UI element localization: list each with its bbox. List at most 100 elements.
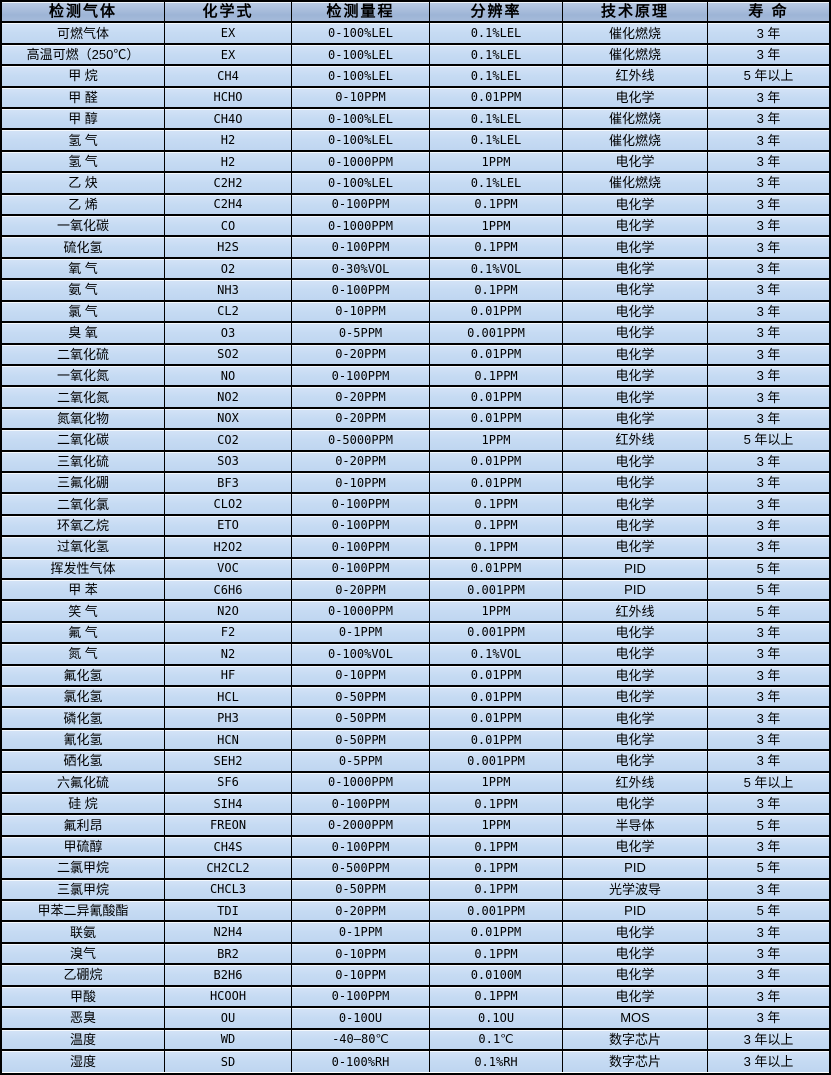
table-row: 三氟化硼 BF3 0-10PPM 0.01PPM 电化学 3 年 — [2, 472, 829, 495]
table-row: 温度 WD -40—80℃ 0.1℃ 数字芯片 3 年以上 — [2, 1029, 829, 1051]
cell-lifespan: 3 年 — [708, 216, 829, 238]
cell-technical-principle: 光学波导 — [563, 879, 708, 902]
cell-detection-range: 0-50PPM — [292, 708, 430, 730]
cell-chemical-formula: O3 — [165, 323, 292, 345]
cell-resolution: 0.01PPM — [430, 729, 563, 752]
table-row: 乙 烯 C2H4 0-100PPM 0.1PPM 电化学 3 年 — [2, 194, 829, 217]
cell-technical-principle: 催化燃烧 — [563, 173, 708, 195]
cell-resolution: 0.1%LEL — [430, 23, 563, 45]
cell-chemical-formula: HCN — [165, 729, 292, 752]
table-row: 硫化氢 H2S 0-100PPM 0.1PPM 电化学 3 年 — [2, 237, 829, 259]
cell-detection-range: 0-100PPM — [292, 237, 430, 259]
cell-lifespan: 3 年 — [708, 195, 829, 217]
cell-chemical-formula: PH3 — [165, 708, 292, 730]
cell-chemical-formula: CHCL3 — [165, 879, 292, 902]
cell-resolution: 0.1PPM — [430, 194, 563, 217]
cell-technical-principle: 红外线 — [563, 601, 708, 623]
cell-detection-range: 0-100%LEL — [292, 130, 430, 152]
cell-lifespan: 3 年 — [708, 152, 829, 174]
cell-gas-name: 二氧化氮 — [2, 387, 165, 409]
cell-technical-principle: 电化学 — [563, 836, 708, 859]
column-header-range: 检测量程 — [292, 2, 430, 24]
cell-chemical-formula: SIH4 — [165, 794, 292, 816]
table-row: 笑 气 N2O 0-1000PPM 1PPM 红外线 5 年 — [2, 601, 829, 623]
cell-gas-name: 氮氧化物 — [2, 408, 165, 431]
cell-detection-range: 0-100PPM — [292, 280, 430, 302]
cell-lifespan: 3 年 — [708, 237, 829, 259]
cell-lifespan: 3 年 — [708, 323, 829, 345]
cell-gas-name: 甲 醇 — [2, 109, 165, 131]
cell-detection-range: 0-100%LEL — [292, 109, 430, 131]
table-row: 一氧化氮 NO 0-100PPM 0.1PPM 电化学 3 年 — [2, 365, 829, 388]
cell-detection-range: 0-10PPM — [292, 943, 430, 966]
table-row: 氰化氢 HCN 0-50PPM 0.01PPM 电化学 3 年 — [2, 729, 829, 752]
cell-lifespan: 3 年 — [708, 473, 829, 495]
table-row: 湿度 SD 0-100%RH 0.1%RH 数字芯片 3 年以上 — [2, 1050, 829, 1073]
cell-lifespan: 3 年 — [708, 130, 829, 152]
cell-technical-principle: 电化学 — [563, 794, 708, 816]
table-row: 硒化氢 SEH2 0-5PPM 0.001PPM 电化学 3 年 — [2, 751, 829, 773]
cell-gas-name: 氰化氢 — [2, 729, 165, 752]
cell-lifespan: 3 年 — [708, 837, 829, 859]
cell-gas-name: 甲 苯 — [2, 579, 165, 602]
cell-technical-principle: 电化学 — [563, 943, 708, 966]
cell-detection-range: 0-20PPM — [292, 451, 430, 473]
table-row: 甲 烷 CH4 0-100%LEL 0.1%LEL 红外线 5 年以上 — [2, 66, 829, 88]
cell-resolution: 0.1%LEL — [430, 173, 563, 195]
cell-gas-name: 氟 气 — [2, 622, 165, 645]
cell-detection-range: 0-50PPM — [292, 729, 430, 752]
column-header-gas: 检测气体 — [2, 2, 165, 24]
cell-detection-range: 0-500PPM — [292, 858, 430, 880]
cell-detection-range: 0-10PPM — [292, 965, 430, 987]
cell-resolution: 0.001PPM — [430, 323, 563, 345]
cell-technical-principle: 电化学 — [563, 965, 708, 987]
cell-detection-range: 0-20PPM — [292, 387, 430, 409]
cell-lifespan: 3 年 — [708, 922, 829, 944]
cell-resolution: 0.01PPM — [430, 708, 563, 730]
table-row: 二氧化硫 SO2 0-20PPM 0.01PPM 电化学 3 年 — [2, 344, 829, 366]
cell-gas-name: 硅 烷 — [2, 794, 165, 816]
cell-technical-principle: 半导体 — [563, 815, 708, 837]
cell-chemical-formula: CH4O — [165, 109, 292, 131]
cell-gas-name: 氮 气 — [2, 644, 165, 666]
cell-chemical-formula: F2 — [165, 622, 292, 645]
cell-resolution: 0.1PPM — [430, 879, 563, 902]
cell-gas-name: 联氨 — [2, 922, 165, 944]
cell-detection-range: 0-5PPM — [292, 323, 430, 345]
cell-chemical-formula: CL2 — [165, 301, 292, 324]
cell-resolution: 0.1%VOL — [430, 644, 563, 666]
cell-resolution: 0.0100M — [430, 965, 563, 987]
cell-resolution: 0.1PPM — [430, 365, 563, 388]
cell-chemical-formula: EX — [165, 23, 292, 45]
cell-technical-principle: 电化学 — [563, 751, 708, 773]
cell-technical-principle: 催化燃烧 — [563, 23, 708, 45]
cell-resolution: 0.1%LEL — [430, 44, 563, 67]
cell-resolution: 0.1PPM — [430, 280, 563, 302]
cell-detection-range: 0-5PPM — [292, 751, 430, 773]
cell-gas-name: 甲酸 — [2, 986, 165, 1009]
cell-resolution: 0.1%RH — [430, 1050, 563, 1073]
table-row: 三氯甲烷 CHCL3 0-50PPM 0.1PPM 光学波导 3 年 — [2, 879, 829, 902]
cell-detection-range: 0-10PPM — [292, 87, 430, 110]
table-row: 硅 烷 SIH4 0-100PPM 0.1PPM 电化学 3 年 — [2, 794, 829, 816]
cell-lifespan: 3 年 — [708, 730, 829, 752]
cell-detection-range: 0-100%LEL — [292, 173, 430, 195]
table-row: 甲硫醇 CH4S 0-100PPM 0.1PPM 电化学 3 年 — [2, 836, 829, 859]
cell-resolution: 0.1%VOL — [430, 258, 563, 281]
cell-chemical-formula: NH3 — [165, 280, 292, 302]
cell-detection-range: 0-2000PPM — [292, 815, 430, 837]
cell-chemical-formula: TDI — [165, 901, 292, 923]
cell-detection-range: 0-100PPM — [292, 494, 430, 516]
cell-technical-principle: 电化学 — [563, 216, 708, 238]
cell-detection-range: 0-1000PPM — [292, 772, 430, 795]
cell-resolution: 1PPM — [430, 772, 563, 795]
cell-resolution: 0.01PPM — [430, 87, 563, 110]
cell-detection-range: 0-5000PPM — [292, 430, 430, 452]
cell-technical-principle: 红外线 — [563, 772, 708, 795]
cell-resolution: 1PPM — [430, 216, 563, 238]
cell-gas-name: 二氧化氯 — [2, 494, 165, 516]
cell-chemical-formula: O2 — [165, 258, 292, 281]
cell-technical-principle: PID — [563, 901, 708, 923]
cell-lifespan: 3 年 — [708, 516, 829, 538]
cell-lifespan: 3 年 — [708, 1008, 829, 1030]
